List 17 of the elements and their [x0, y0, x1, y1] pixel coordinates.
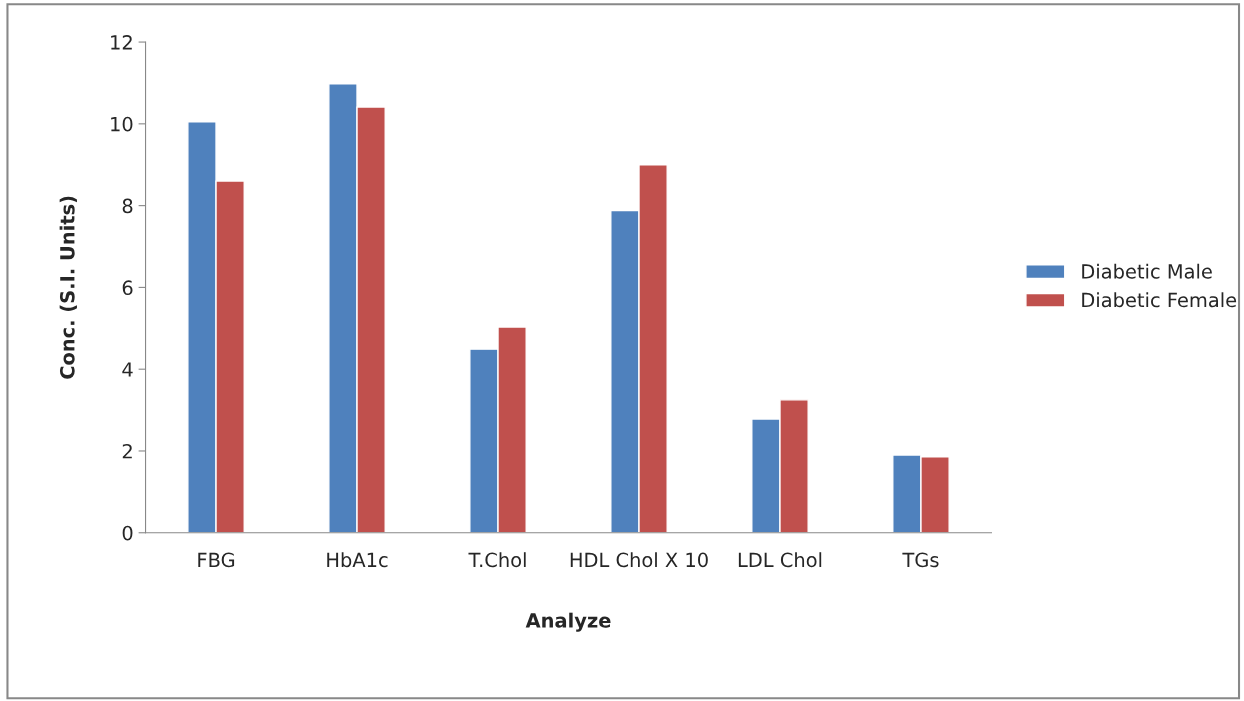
y-tick-label: 12: [111, 35, 132, 50]
x-tick-label: HDL Chol X 10: [570, 552, 708, 568]
y-tick-label: 10: [111, 116, 133, 132]
x-tick-label: T.Chol: [468, 552, 526, 568]
y-tick-label: 4: [122, 362, 133, 377]
y-tick-label: 8: [122, 198, 133, 214]
x-tick-label: LDL Chol: [738, 552, 822, 568]
x-tick-label: TGs: [902, 552, 939, 568]
legend-label: Diabetic Female: [1082, 292, 1237, 308]
legend-label: Diabetic Male: [1082, 263, 1212, 279]
y-tick-label: 0: [122, 525, 133, 541]
x-tick-label: FBG: [198, 552, 235, 568]
y-axis-title: Conc. (S.I. Units): [59, 196, 77, 379]
y-tick-label: 6: [122, 280, 133, 296]
x-tick-label: HbA1c: [327, 552, 388, 568]
x-axis-title: Analyze: [525, 612, 611, 632]
y-tick-label: 2: [122, 443, 132, 459]
